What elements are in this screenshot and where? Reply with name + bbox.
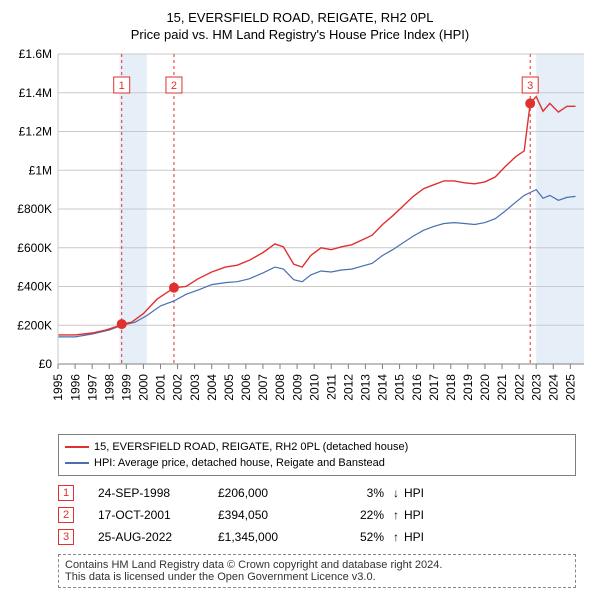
tx-price: £206,000 — [218, 486, 328, 500]
svg-text:£1.2M: £1.2M — [19, 125, 52, 139]
table-row: 2 17-OCT-2001£394,05022%↑HPI — [58, 504, 576, 526]
legend-row-subject: 15, EVERSFIELD ROAD, REIGATE, RH2 0PL (d… — [65, 439, 569, 455]
footer-line2: This data is licensed under the Open Gov… — [65, 571, 569, 583]
svg-text:1996: 1996 — [68, 374, 82, 401]
svg-text:£400K: £400K — [17, 280, 52, 294]
svg-text:£200K: £200K — [17, 318, 52, 332]
tx-pct: 22% — [328, 508, 388, 522]
svg-text:2007: 2007 — [256, 374, 270, 401]
price-chart-card: 15, EVERSFIELD ROAD, REIGATE, RH2 0PL Pr… — [0, 0, 600, 594]
tx-badge: 1 — [58, 485, 74, 501]
legend-row-hpi: HPI: Average price, detached house, Reig… — [65, 455, 569, 471]
svg-text:2004: 2004 — [205, 374, 219, 401]
tx-hpi-label: HPI — [404, 486, 444, 500]
tx-hpi-label: HPI — [404, 530, 444, 544]
legend-label-subject: 15, EVERSFIELD ROAD, REIGATE, RH2 0PL (d… — [94, 441, 408, 453]
svg-text:2010: 2010 — [307, 374, 321, 401]
tx-date: 25-AUG-2022 — [98, 530, 218, 544]
svg-text:2000: 2000 — [137, 374, 151, 401]
svg-text:£1M: £1M — [29, 163, 52, 177]
chart-subtitle: Price paid vs. HM Land Registry's House … — [6, 27, 594, 42]
svg-text:2005: 2005 — [222, 374, 236, 401]
svg-text:1: 1 — [119, 80, 125, 92]
tx-pct: 3% — [328, 486, 388, 500]
svg-text:2003: 2003 — [188, 374, 202, 401]
transactions-table: 124-SEP-1998£206,0003%↓HPI217-OCT-2001£3… — [58, 482, 576, 548]
tx-badge: 3 — [58, 529, 74, 545]
svg-text:2023: 2023 — [529, 374, 543, 401]
arrow-icon: ↑ — [388, 530, 404, 544]
svg-text:£1.4M: £1.4M — [19, 86, 52, 100]
svg-text:2015: 2015 — [393, 374, 407, 401]
table-row: 1 24-SEP-1998£206,0003%↓HPI — [58, 482, 576, 504]
svg-text:2001: 2001 — [154, 374, 168, 401]
svg-text:£600K: £600K — [17, 241, 52, 255]
chart-title: 15, EVERSFIELD ROAD, REIGATE, RH2 0PL — [6, 10, 594, 25]
tx-price: £1,345,000 — [218, 530, 328, 544]
svg-text:2013: 2013 — [359, 374, 373, 401]
svg-text:2009: 2009 — [290, 374, 304, 401]
svg-text:2024: 2024 — [546, 374, 560, 401]
legend-swatch-subject — [65, 446, 89, 448]
tx-badge: 2 — [58, 507, 74, 523]
chart-area: £0 £200K £400K £600K £800K £1M £1.2M £1.4M £1.6M… — [6, 48, 594, 428]
svg-text:2012: 2012 — [342, 374, 356, 401]
svg-text:1998: 1998 — [102, 374, 116, 401]
svg-text:2022: 2022 — [512, 374, 526, 401]
svg-text:2006: 2006 — [239, 374, 253, 401]
table-row: 3 25-AUG-2022£1,345,00052%↑HPI — [58, 526, 576, 548]
arrow-icon: ↓ — [388, 486, 404, 500]
svg-text:3: 3 — [527, 80, 533, 92]
svg-text:£800K: £800K — [17, 202, 52, 216]
svg-text:1995: 1995 — [51, 374, 65, 401]
footer-line1: Contains HM Land Registry data © Crown c… — [65, 559, 569, 571]
tx-hpi-label: HPI — [404, 508, 444, 522]
svg-text:2002: 2002 — [171, 374, 185, 401]
svg-text:1999: 1999 — [120, 374, 134, 401]
svg-text:2008: 2008 — [273, 374, 287, 401]
svg-text:1997: 1997 — [85, 374, 99, 401]
tx-date: 24-SEP-1998 — [98, 486, 218, 500]
tx-price: £394,050 — [218, 508, 328, 522]
legend-swatch-hpi — [65, 462, 89, 464]
svg-text:2016: 2016 — [410, 374, 424, 401]
tx-pct: 52% — [328, 530, 388, 544]
chart-svg: £0 £200K £400K £600K £800K £1M £1.2M £1.4M £1.6M… — [6, 48, 594, 428]
svg-text:2021: 2021 — [495, 374, 509, 401]
svg-text:2018: 2018 — [444, 374, 458, 401]
svg-text:2011: 2011 — [324, 374, 338, 400]
svg-text:£1.6M: £1.6M — [19, 48, 52, 61]
svg-text:2017: 2017 — [427, 374, 441, 401]
svg-text:2025: 2025 — [564, 374, 578, 401]
licence-footer: Contains HM Land Registry data © Crown c… — [58, 554, 576, 588]
svg-text:2019: 2019 — [461, 374, 475, 401]
svg-text:2014: 2014 — [376, 374, 390, 401]
tx-date: 17-OCT-2001 — [98, 508, 218, 522]
legend-label-hpi: HPI: Average price, detached house, Reig… — [94, 457, 385, 469]
legend-box: 15, EVERSFIELD ROAD, REIGATE, RH2 0PL (d… — [58, 434, 576, 476]
arrow-icon: ↑ — [388, 508, 404, 522]
svg-text:2: 2 — [171, 80, 177, 92]
svg-text:£0: £0 — [39, 357, 53, 371]
svg-text:2020: 2020 — [478, 374, 492, 401]
